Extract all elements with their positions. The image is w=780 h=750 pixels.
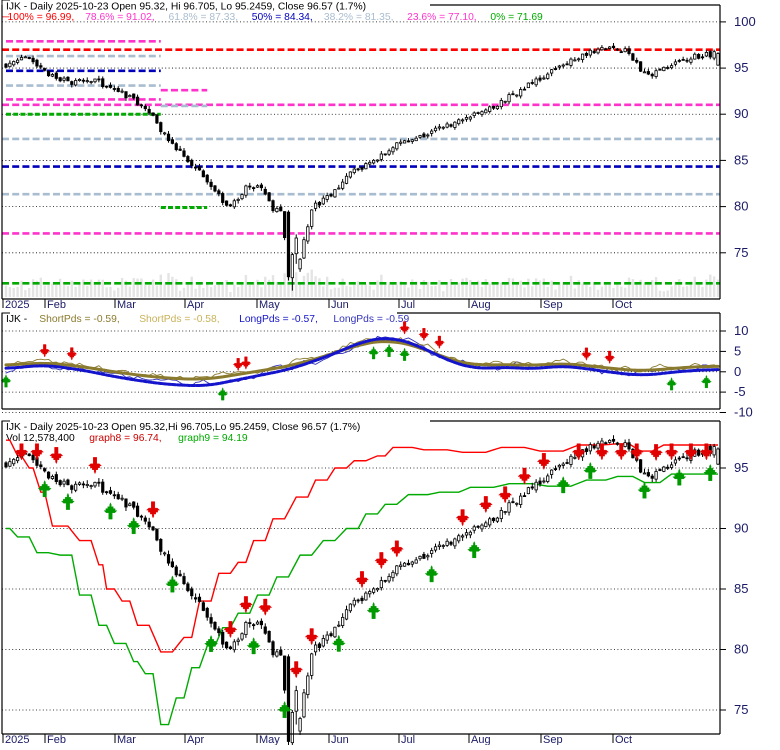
svg-text:Aug: Aug	[471, 734, 491, 745]
svg-text:IJK - Daily 2025-10-23 Open 95: IJK - Daily 2025-10-23 Open 95.32,Hi 96.…	[6, 422, 360, 433]
svg-text:5: 5	[734, 343, 741, 358]
svg-text:Feb: Feb	[47, 734, 66, 745]
svg-text:LongPds = -0.57,: LongPds = -0.57,	[239, 314, 318, 325]
svg-text:Jul: Jul	[401, 734, 415, 745]
svg-text:Jun: Jun	[331, 299, 349, 311]
svg-text:2025: 2025	[5, 299, 29, 311]
svg-text:90: 90	[734, 106, 748, 121]
svg-text:Mar: Mar	[117, 734, 136, 745]
svg-text:75: 75	[734, 702, 748, 717]
svg-text:10: 10	[734, 323, 748, 338]
svg-text:78.6% = 91.02,: 78.6% = 91.02,	[85, 12, 155, 23]
svg-text:23.6% = 77.10,: 23.6% = 77.10,	[407, 12, 477, 23]
svg-text:Vol 12,578,400: Vol 12,578,400	[6, 433, 75, 444]
svg-text:Apr: Apr	[187, 734, 204, 745]
svg-text:90: 90	[734, 521, 748, 536]
svg-text:80: 80	[734, 199, 748, 214]
svg-text:Sep: Sep	[543, 734, 563, 745]
svg-text:100: 100	[734, 14, 756, 29]
svg-text:0% = 71.69: 0% = 71.69	[490, 12, 543, 23]
svg-text:80: 80	[734, 642, 748, 657]
svg-text:95: 95	[734, 60, 748, 75]
svg-text:50% = 84.34,: 50% = 84.34,	[252, 12, 313, 23]
svg-text:85: 85	[734, 581, 748, 596]
svg-text:Feb: Feb	[47, 299, 66, 311]
svg-text:May: May	[259, 299, 280, 311]
svg-text:graph9 = 94.19: graph9 = 94.19	[178, 433, 248, 444]
svg-text:Jul: Jul	[401, 299, 415, 311]
svg-text:Aug: Aug	[471, 299, 491, 311]
svg-text:-5: -5	[734, 384, 746, 399]
svg-text:ShortPds = -0.59,: ShortPds = -0.59,	[39, 314, 119, 325]
svg-text:ShortPds = -0.58,: ShortPds = -0.58,	[139, 314, 219, 325]
svg-text:85: 85	[734, 152, 748, 167]
svg-text:Oct: Oct	[615, 299, 632, 311]
svg-text:Jun: Jun	[331, 734, 349, 745]
svg-text:61.8% = 87.33,: 61.8% = 87.33,	[169, 12, 239, 23]
svg-text:2025: 2025	[5, 734, 29, 745]
svg-text:38.2% = 81.35,: 38.2% = 81.35,	[324, 12, 394, 23]
svg-text:Oct: Oct	[615, 734, 632, 745]
svg-text:-10: -10	[734, 405, 753, 420]
svg-text:Sep: Sep	[543, 299, 563, 311]
svg-text:IJK - Daily 2025-10-23 Open 95: IJK - Daily 2025-10-23 Open 95.32, Hi 96…	[6, 2, 366, 13]
svg-text:95: 95	[734, 460, 748, 475]
svg-text:Mar: Mar	[117, 299, 136, 311]
svg-text:IJK -: IJK -	[6, 314, 27, 325]
svg-text:graph8 = 96.74,: graph8 = 96.74,	[89, 433, 161, 444]
svg-text:LongPds = -0.59: LongPds = -0.59	[333, 314, 409, 325]
svg-text:May: May	[259, 734, 280, 745]
svg-text:0: 0	[734, 364, 741, 379]
svg-text:Apr: Apr	[187, 299, 204, 311]
svg-text:100% = 96.99,: 100% = 96.99,	[8, 12, 75, 23]
svg-text:75: 75	[734, 245, 748, 260]
